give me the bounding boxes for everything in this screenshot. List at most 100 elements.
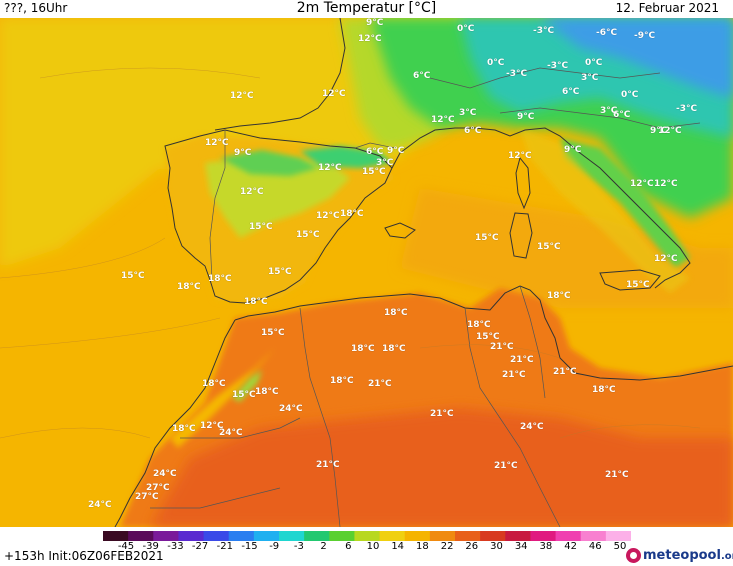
- colorbar-tick-label: 50: [613, 541, 627, 552]
- colorbar-tick-label: 26: [465, 541, 479, 552]
- colorbar-swatch: [304, 531, 330, 541]
- colorbar-swatch: [404, 531, 431, 541]
- temperature-label: 15°C: [475, 233, 499, 243]
- temperature-label: 24°C: [153, 469, 177, 479]
- sahara-hot-zone: [150, 408, 733, 527]
- colorbar-tick-label: -15: [241, 541, 258, 552]
- temperature-label: 21°C: [490, 342, 514, 352]
- temperature-label: 12°C: [322, 89, 346, 99]
- temperature-label: 6°C: [413, 71, 431, 81]
- temperature-label: 18°C: [202, 379, 226, 389]
- colorbar-swatch: [605, 531, 631, 541]
- temperature-label: -3°C: [506, 69, 528, 79]
- colorbar-tick-label: 6: [345, 541, 352, 552]
- temperature-label: 18°C: [172, 424, 196, 434]
- temperature-label: 3°C: [376, 158, 394, 168]
- temperature-label: 18°C: [384, 308, 408, 318]
- colorbar-swatch: [480, 531, 506, 541]
- temperature-label: 15°C: [232, 390, 256, 400]
- temperature-label: 12°C: [316, 211, 340, 221]
- temperature-label: 18°C: [592, 385, 616, 395]
- temperature-label: 9°C: [387, 146, 405, 156]
- temperature-label: -6°C: [596, 28, 618, 38]
- colorbar-swatch: [505, 531, 531, 541]
- temperature-label: 9°C: [366, 18, 384, 28]
- temperature-label: 18°C: [177, 282, 201, 292]
- temperature-label: 0°C: [457, 24, 475, 34]
- temperature-label: 18°C: [467, 320, 491, 330]
- temperature-label: 15°C: [476, 332, 500, 342]
- temperature-label: 24°C: [219, 428, 243, 438]
- colorbar-swatch: [354, 531, 381, 541]
- temperature-label: 21°C: [316, 460, 340, 470]
- temperature-label: 6°C: [613, 110, 631, 120]
- temperature-label: -9°C: [634, 31, 656, 41]
- colorbar-tick-label: 10: [366, 541, 380, 552]
- iberia-cold-spots: [220, 150, 318, 176]
- temperature-label: 15°C: [268, 267, 292, 277]
- temperature-label: 15°C: [537, 242, 561, 252]
- temperature-label: 9°C: [234, 148, 252, 158]
- colorbar-tick-label: 18: [416, 541, 429, 552]
- central-sea-zone: [400, 188, 733, 308]
- temperature-label: 15°C: [626, 280, 650, 290]
- model-run-info: +153h Init:06Z06FEB2021: [4, 549, 164, 563]
- temperature-label: 12°C: [205, 138, 229, 148]
- temperature-label: 3°C: [581, 73, 599, 83]
- temperature-label: 18°C: [244, 297, 268, 307]
- colorbar-tick-label: -45: [117, 541, 135, 552]
- colorbar-tick-label: -27: [191, 541, 209, 552]
- temperature-label: 9°C: [517, 112, 535, 122]
- colorbar-tick-label: 42: [564, 541, 577, 552]
- coastlines: [114, 18, 733, 527]
- atlas-green-zone: [232, 370, 262, 402]
- colorbar-swatch: [153, 531, 179, 541]
- colorbar-swatch: [555, 531, 582, 541]
- temperature-label: 0°C: [487, 58, 505, 68]
- temperature-label: 24°C: [88, 500, 112, 510]
- map-date: 12. Februar 2021: [615, 1, 719, 15]
- temperature-label: 12°C: [630, 179, 654, 189]
- temperature-label: 6°C: [464, 126, 482, 136]
- temperature-label: 18°C: [382, 344, 406, 354]
- colorbar-swatch: [103, 531, 129, 541]
- temperature-label: 15°C: [362, 167, 386, 177]
- colorbar-tick-label: -3: [293, 541, 304, 552]
- colorbar-ticks: -45 -39 -33 -27 -21 -15 -9 -3 2 6 10 14 18 22 26 30 34 38…: [0, 541, 733, 555]
- temperature-label: 15°C: [296, 230, 320, 240]
- meteopool-logo[interactable]: meteopool.org: [626, 547, 733, 565]
- temperature-label: 0°C: [585, 58, 603, 68]
- colorbar-tick-label: 30: [490, 541, 503, 552]
- colorbar-tick-label: 22: [440, 541, 454, 552]
- colorbar-swatch: [228, 531, 255, 541]
- temperature-label: 0°C: [621, 90, 639, 100]
- temperature-label: 24°C: [279, 404, 303, 414]
- pyrenees-cold: [300, 146, 392, 168]
- colorbar-swatch: [530, 531, 557, 541]
- colorbar-swatch: [178, 531, 205, 541]
- temperature-label: 3°C: [600, 106, 618, 116]
- temperature-label: 24°C: [520, 422, 544, 432]
- colorbar-tick-label: 34: [514, 541, 528, 552]
- atlas-cool-zone: [170, 348, 275, 448]
- temperature-label: 6°C: [562, 87, 580, 97]
- logo-mark: [626, 548, 641, 563]
- temperature-label: 21°C: [553, 367, 577, 377]
- temperature-label: 18°C: [340, 209, 364, 219]
- temperature-label: 12°C: [658, 126, 682, 136]
- temperature-label: 18°C: [547, 291, 571, 301]
- temperature-label: 15°C: [121, 271, 145, 281]
- colorbar-swatch: [580, 531, 607, 541]
- temperature-map: 9°C 0°C 12°C -3°C -6°C -9°C 0°C -3°C -3°C 0°C 6°C 3…: [0, 18, 733, 527]
- temperature-label: -3°C: [676, 104, 698, 114]
- isotherm-lines: [0, 67, 701, 439]
- colorbar-tick-label: 14: [391, 541, 405, 552]
- colorbar-swatch: [253, 531, 280, 541]
- temperature-label: 18°C: [208, 274, 232, 284]
- colorbar-tick-label: -21: [216, 541, 233, 552]
- temperature-label: 21°C: [368, 379, 392, 389]
- temperature-label: 18°C: [330, 376, 354, 386]
- temperature-label: 21°C: [605, 470, 629, 480]
- temperature-label: 15°C: [249, 222, 273, 232]
